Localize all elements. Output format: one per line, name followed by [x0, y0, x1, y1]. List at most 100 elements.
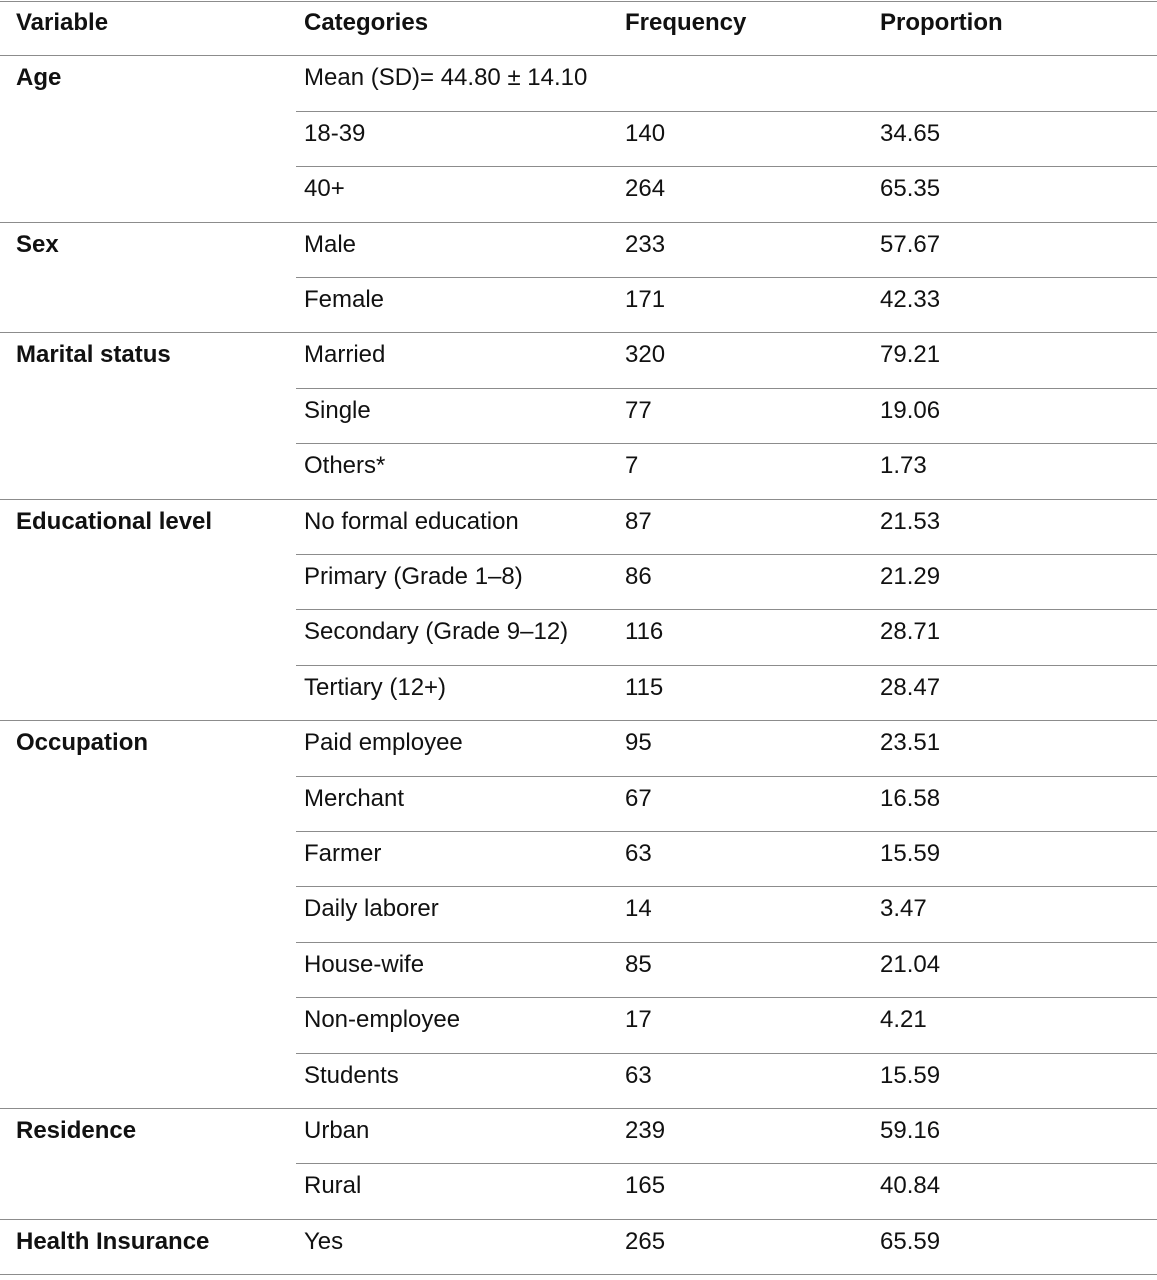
- row-divider: [296, 1163, 1157, 1164]
- table-bottom-rule: [0, 1274, 1157, 1275]
- row-divider: [296, 886, 1157, 887]
- row-divider: [296, 443, 1157, 444]
- category-cell: Female: [304, 286, 385, 313]
- proportion-cell: 28.47: [880, 674, 941, 701]
- group-divider: [0, 499, 1157, 500]
- category-cell: Paid employee: [304, 729, 463, 756]
- row-divider: [296, 831, 1157, 832]
- table-row: 18-39 140 34.65: [0, 111, 1157, 166]
- proportion-cell: 3.47: [880, 895, 927, 922]
- table-row: Residence Urban 239 59.16: [0, 1108, 1157, 1163]
- table-row: Merchant 67 16.58: [0, 776, 1157, 831]
- table-row: 40+ 264 65.35: [0, 166, 1157, 221]
- table-row: House-wife 85 21.04: [0, 942, 1157, 997]
- frequency-cell: 67: [625, 785, 652, 812]
- category-cell: Single: [304, 397, 371, 424]
- frequency-cell: 239: [625, 1117, 666, 1144]
- frequency-cell: 165: [625, 1172, 666, 1199]
- variable-label: Occupation: [16, 729, 149, 756]
- group-divider: [0, 55, 1157, 56]
- header-row: Variable Categories Frequency Proportion: [0, 0, 1157, 55]
- table-row: Occupation Paid employee 95 23.51: [0, 720, 1157, 775]
- frequency-cell: 233: [625, 231, 666, 258]
- row-divider: [296, 942, 1157, 943]
- frequency-cell: 14: [625, 895, 652, 922]
- frequency-cell: 85: [625, 951, 652, 978]
- table-row: Sex Male 233 57.67: [0, 222, 1157, 277]
- variable-label: Health Insurance: [16, 1228, 210, 1255]
- frequency-cell: 87: [625, 508, 652, 535]
- category-cell: Merchant: [304, 785, 405, 812]
- row-divider: [296, 776, 1157, 777]
- table-row: Tertiary (12+) 115 28.47: [0, 665, 1157, 720]
- table-row: Rural 165 40.84: [0, 1163, 1157, 1218]
- row-divider: [296, 1053, 1157, 1054]
- proportion-cell: 40.84: [880, 1172, 941, 1199]
- table-row: Female 171 42.33: [0, 277, 1157, 332]
- group-divider: [0, 1219, 1157, 1220]
- category-cell: 18-39: [304, 120, 366, 147]
- proportion-cell: 42.33: [880, 286, 941, 313]
- variable-label: Marital status: [16, 341, 171, 368]
- frequency-cell: 116: [625, 618, 664, 645]
- group-divider: [0, 332, 1157, 333]
- proportion-cell: 79.21: [880, 341, 941, 368]
- category-cell: 40+: [304, 175, 345, 202]
- proportion-cell: 57.67: [880, 231, 941, 258]
- row-divider: [296, 277, 1157, 278]
- table-row: Primary (Grade 1–8) 86 21.29: [0, 554, 1157, 609]
- frequency-cell: 77: [625, 397, 652, 424]
- variable-label: Residence: [16, 1117, 137, 1144]
- table-top-rule: [0, 1, 1157, 2]
- row-divider: [296, 554, 1157, 555]
- row-divider: [296, 997, 1157, 998]
- proportion-cell: 65.35: [880, 175, 941, 202]
- frequency-cell: 63: [625, 1062, 652, 1089]
- table-row: Daily laborer 14 3.47: [0, 886, 1157, 941]
- category-cell: Mean (SD)= 44.80 ± 14.10: [304, 64, 588, 91]
- frequency-cell: 63: [625, 840, 652, 867]
- table-row: Marital status Married 320 79.21: [0, 332, 1157, 387]
- frequency-cell: 115: [625, 674, 664, 701]
- proportion-cell: 21.04: [880, 951, 941, 978]
- category-cell: Male: [304, 231, 357, 258]
- proportion-cell: 15.59: [880, 1062, 941, 1089]
- proportion-cell: 59.16: [880, 1117, 941, 1144]
- table-row: Non-employee 17 4.21: [0, 997, 1157, 1052]
- proportion-cell: 4.21: [880, 1006, 927, 1033]
- frequency-cell: 264: [625, 175, 666, 202]
- table-row: Secondary (Grade 9–12) 116 28.71: [0, 609, 1157, 664]
- proportion-cell: 65.59: [880, 1228, 941, 1255]
- category-cell: Married: [304, 341, 386, 368]
- category-cell: Non-employee: [304, 1006, 461, 1033]
- category-cell: Tertiary (12+): [304, 674, 447, 701]
- row-divider: [296, 665, 1157, 666]
- table-row: Educational level No formal education 87 21…: [0, 499, 1157, 554]
- variable-label: Educational level: [16, 508, 213, 535]
- category-cell: Secondary (Grade 9–12): [304, 618, 569, 645]
- frequency-cell: 86: [625, 563, 652, 590]
- frequency-cell: 140: [625, 120, 666, 147]
- proportion-cell: 15.59: [880, 840, 941, 867]
- category-cell: House-wife: [304, 951, 425, 978]
- frequency-cell: 17: [625, 1006, 652, 1033]
- proportion-cell: 21.53: [880, 508, 941, 535]
- table-row: Others* 7 1.73: [0, 443, 1157, 498]
- table-row: Health Insurance Yes 265 65.59: [0, 1219, 1157, 1274]
- group-divider: [0, 222, 1157, 223]
- category-cell: Students: [304, 1062, 399, 1089]
- proportion-cell: 19.06: [880, 397, 941, 424]
- proportion-cell: 28.71: [880, 618, 941, 645]
- category-cell: No formal education: [304, 508, 519, 535]
- frequency-cell: 95: [625, 729, 652, 756]
- category-cell: Farmer: [304, 840, 382, 867]
- table-row: Students 63 15.59: [0, 1053, 1157, 1108]
- proportion-cell: 1.73: [880, 452, 927, 479]
- header-categories: Categories: [304, 9, 429, 36]
- table-row: Single 77 19.06: [0, 388, 1157, 443]
- proportion-cell: 16.58: [880, 785, 941, 812]
- category-cell: Yes: [304, 1228, 344, 1255]
- frequency-cell: 265: [625, 1228, 666, 1255]
- table-row: Farmer 63 15.59: [0, 831, 1157, 886]
